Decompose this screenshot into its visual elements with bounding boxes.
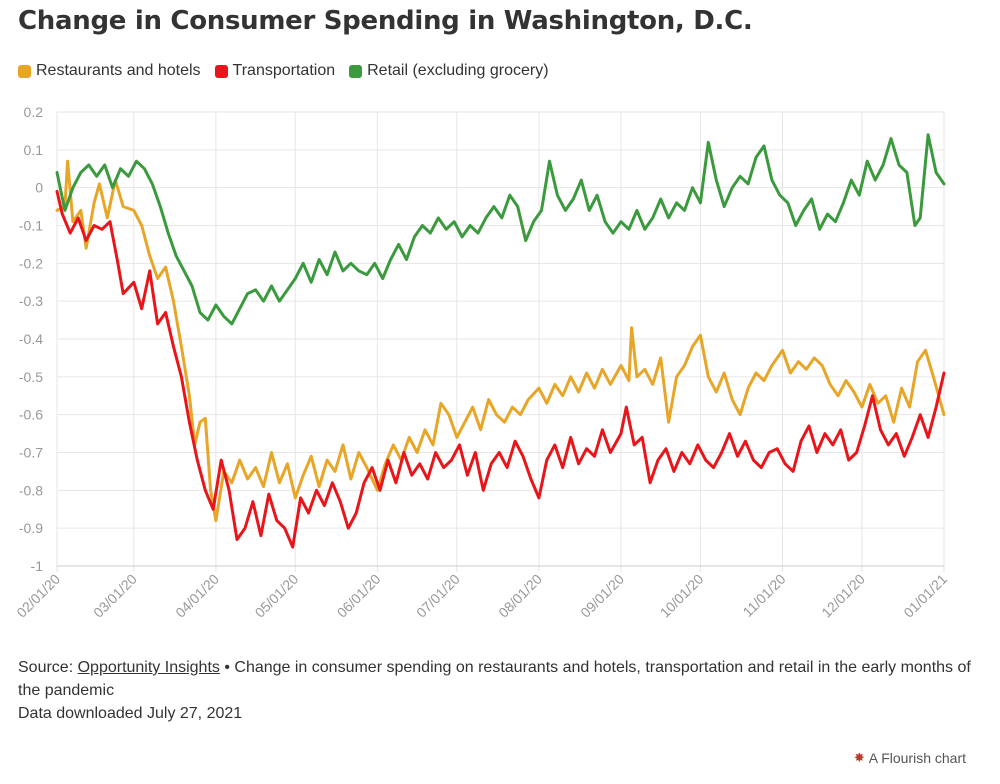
legend-swatch-transportation (214, 64, 228, 78)
legend-item-transportation[interactable]: Transportation (214, 62, 336, 80)
chart-footer: Source: Opportunity Insights • Change in… (18, 656, 978, 725)
y-tick-label: -0.5 (19, 369, 43, 385)
x-tick-label: 04/01/20 (172, 571, 222, 621)
x-tick-label: 01/01/21 (900, 571, 950, 621)
legend-item-restaurants[interactable]: Restaurants and hotels (18, 62, 201, 80)
source-description: • Change in consumer spending on restaur… (18, 659, 971, 699)
y-tick-label: -0.2 (19, 255, 43, 271)
y-tick-label: -0.3 (19, 293, 43, 309)
y-tick-label: -0.7 (19, 445, 43, 461)
x-tick-label: 10/01/20 (657, 571, 707, 621)
y-tick-label: -0.1 (19, 218, 43, 234)
x-tick-label: 09/01/20 (577, 571, 627, 621)
x-tick-label: 06/01/20 (334, 571, 384, 621)
y-tick-label: -0.8 (19, 482, 43, 498)
source-link[interactable]: Opportunity Insights (77, 659, 220, 676)
y-tick-label: 0.2 (24, 104, 44, 120)
legend-label-restaurants: Restaurants and hotels (36, 62, 201, 79)
series-line-retail-excluding-grocery (55, 133, 946, 326)
legend-label-retail: Retail (excluding grocery) (367, 62, 549, 79)
y-tick-label: -0.9 (19, 520, 43, 536)
x-tick-label: 08/01/20 (495, 571, 545, 621)
y-tick-label: -0.6 (19, 407, 43, 423)
source-note: Source: Opportunity Insights • Change in… (18, 656, 978, 702)
x-tick-label: 03/01/20 (90, 571, 140, 621)
source-label: Source: (18, 659, 74, 676)
x-tick-label: 11/01/20 (739, 571, 788, 620)
legend-label-transportation: Transportation (232, 62, 336, 79)
y-tick-label: 0.1 (24, 142, 44, 158)
legend-swatch-retail (349, 64, 363, 78)
x-tick-label: 02/01/20 (13, 571, 63, 621)
flourish-star-icon: ✸ (853, 750, 865, 765)
chart-title: Change in Consumer Spending in Washingto… (18, 6, 753, 36)
y-tick-label: -0.4 (19, 331, 43, 347)
flourish-credit-label: A Flourish chart (868, 750, 966, 766)
flourish-credit[interactable]: ✸ A Flourish chart (854, 750, 966, 766)
line-chart: 0.2 0.1 0 -0.1 -0.2 -0.3 -0.4 -0.5 -0.6 -0.7 -0.8 -… (13, 104, 950, 621)
x-tick-label: 05/01/20 (252, 571, 302, 621)
legend-swatch-restaurants (18, 64, 31, 78)
chart-legend: Restaurants and hotels Transportation Re… (18, 62, 549, 80)
series-line-transportation (55, 189, 946, 549)
download-note: Data downloaded July 27, 2021 (18, 705, 243, 722)
x-tick-label: 07/01/20 (413, 571, 463, 621)
y-tick-label: -1 (31, 558, 44, 574)
y-tick-label: 0 (35, 180, 43, 196)
legend-item-retail[interactable]: Retail (excluding grocery) (349, 62, 549, 80)
x-tick-label: 12/01/20 (818, 571, 868, 621)
